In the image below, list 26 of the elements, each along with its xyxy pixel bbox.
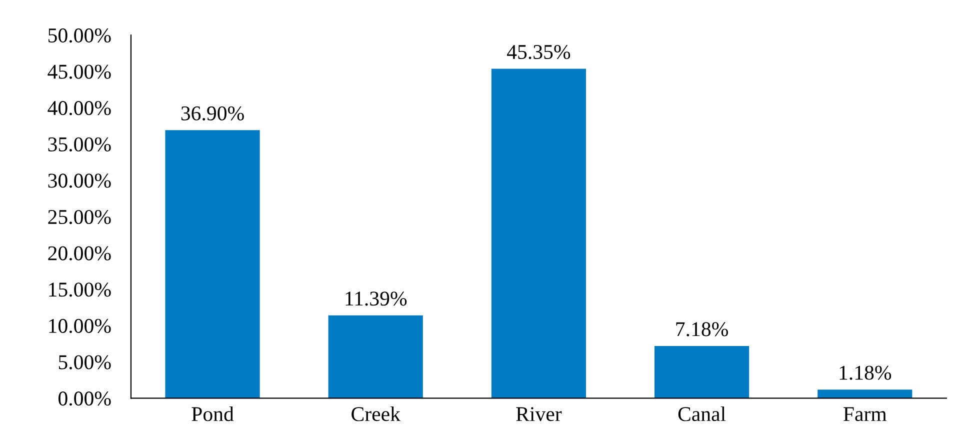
- data-label: 7.18%: [676, 322, 728, 336]
- bar: [165, 130, 260, 398]
- y-tick-label: 35.00%: [48, 137, 111, 152]
- y-tick-label: 15.00%: [49, 282, 111, 297]
- y-tick-label: 20.00%: [48, 246, 111, 260]
- bar: [654, 346, 750, 398]
- bar: [491, 68, 586, 398]
- x-tick-label: River: [516, 407, 562, 422]
- y-tick-label: 0.00%: [58, 392, 111, 406]
- data-label: 45.35%: [507, 44, 570, 60]
- x-tick-label: Canal: [678, 406, 726, 422]
- x-tick-label: Pond: [192, 406, 234, 422]
- y-tick-label: 5.00%: [58, 355, 111, 370]
- x-tick-label: Farm: [844, 407, 887, 422]
- y-tick-label: 10.00%: [49, 318, 111, 334]
- data-label: 36.90%: [181, 106, 244, 120]
- y-tick-label: 25.00%: [48, 210, 111, 224]
- data-label: 11.39%: [346, 292, 407, 306]
- y-tick-label: 30.00%: [48, 174, 111, 188]
- bar: [328, 315, 423, 398]
- data-label: 1.18%: [840, 366, 892, 380]
- x-tick-label: Creek: [352, 406, 400, 422]
- y-tick-label: 40.00%: [48, 101, 111, 116]
- y-tick-label: 50.00%: [48, 28, 111, 43]
- y-tick-label: 45.00%: [48, 64, 111, 79]
- bar: [818, 390, 912, 398]
